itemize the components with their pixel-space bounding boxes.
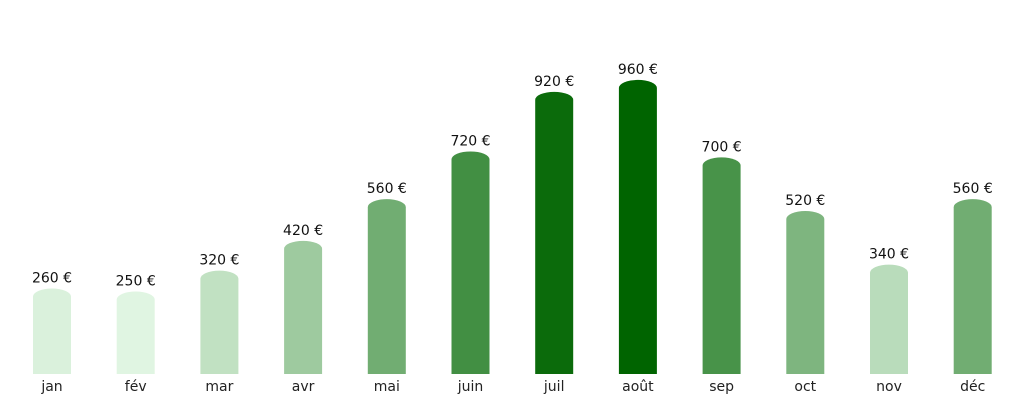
value-labels-group: 260 € 250 € 320 € 420 € 560 € 720 € 920 € 960 €… bbox=[32, 62, 993, 290]
bar-sep bbox=[702, 157, 741, 374]
bar-juin bbox=[451, 151, 490, 374]
bars-group bbox=[33, 79, 992, 375]
x-tick-labels-group: jan fév mar avr mai juin juil août sep oct nov déc bbox=[40, 379, 985, 395]
bar-juil bbox=[535, 91, 574, 374]
bar-mai bbox=[367, 199, 406, 374]
bar-jan bbox=[33, 288, 71, 374]
x-tick-label-avr: avr bbox=[292, 379, 315, 395]
x-tick-label-août: août bbox=[622, 379, 654, 395]
bar-nov bbox=[870, 264, 908, 374]
value-label-sep: 700 € bbox=[702, 139, 742, 155]
x-tick-label-fév: fév bbox=[125, 379, 147, 395]
value-label-déc: 560 € bbox=[953, 181, 993, 197]
value-label-juin: 720 € bbox=[450, 133, 490, 149]
x-tick-label-sep: sep bbox=[709, 379, 734, 395]
x-tick-label-jan: jan bbox=[40, 379, 62, 395]
bar-avr bbox=[284, 240, 323, 374]
value-label-août: 960 € bbox=[618, 62, 658, 78]
bar-oct bbox=[786, 211, 825, 374]
value-label-avr: 420 € bbox=[283, 223, 323, 239]
bar-mar bbox=[200, 270, 239, 374]
bar-août bbox=[618, 79, 657, 375]
x-tick-label-mar: mar bbox=[205, 379, 233, 395]
value-label-mai: 560 € bbox=[367, 181, 407, 197]
bar-déc bbox=[953, 199, 992, 374]
value-label-oct: 520 € bbox=[785, 193, 825, 209]
value-label-nov: 340 € bbox=[869, 247, 909, 263]
value-label-mar: 320 € bbox=[199, 253, 239, 269]
x-tick-label-déc: déc bbox=[960, 379, 985, 395]
value-label-juil: 920 € bbox=[534, 74, 574, 90]
x-tick-label-juil: juil bbox=[543, 379, 565, 395]
x-tick-label-mai: mai bbox=[374, 379, 400, 395]
x-tick-label-nov: nov bbox=[876, 379, 902, 395]
bar-fév bbox=[116, 291, 155, 374]
value-label-fév: 250 € bbox=[116, 274, 156, 290]
x-tick-label-oct: oct bbox=[794, 379, 816, 395]
x-tick-label-juin: juin bbox=[457, 379, 484, 395]
value-label-jan: 260 € bbox=[32, 271, 72, 287]
